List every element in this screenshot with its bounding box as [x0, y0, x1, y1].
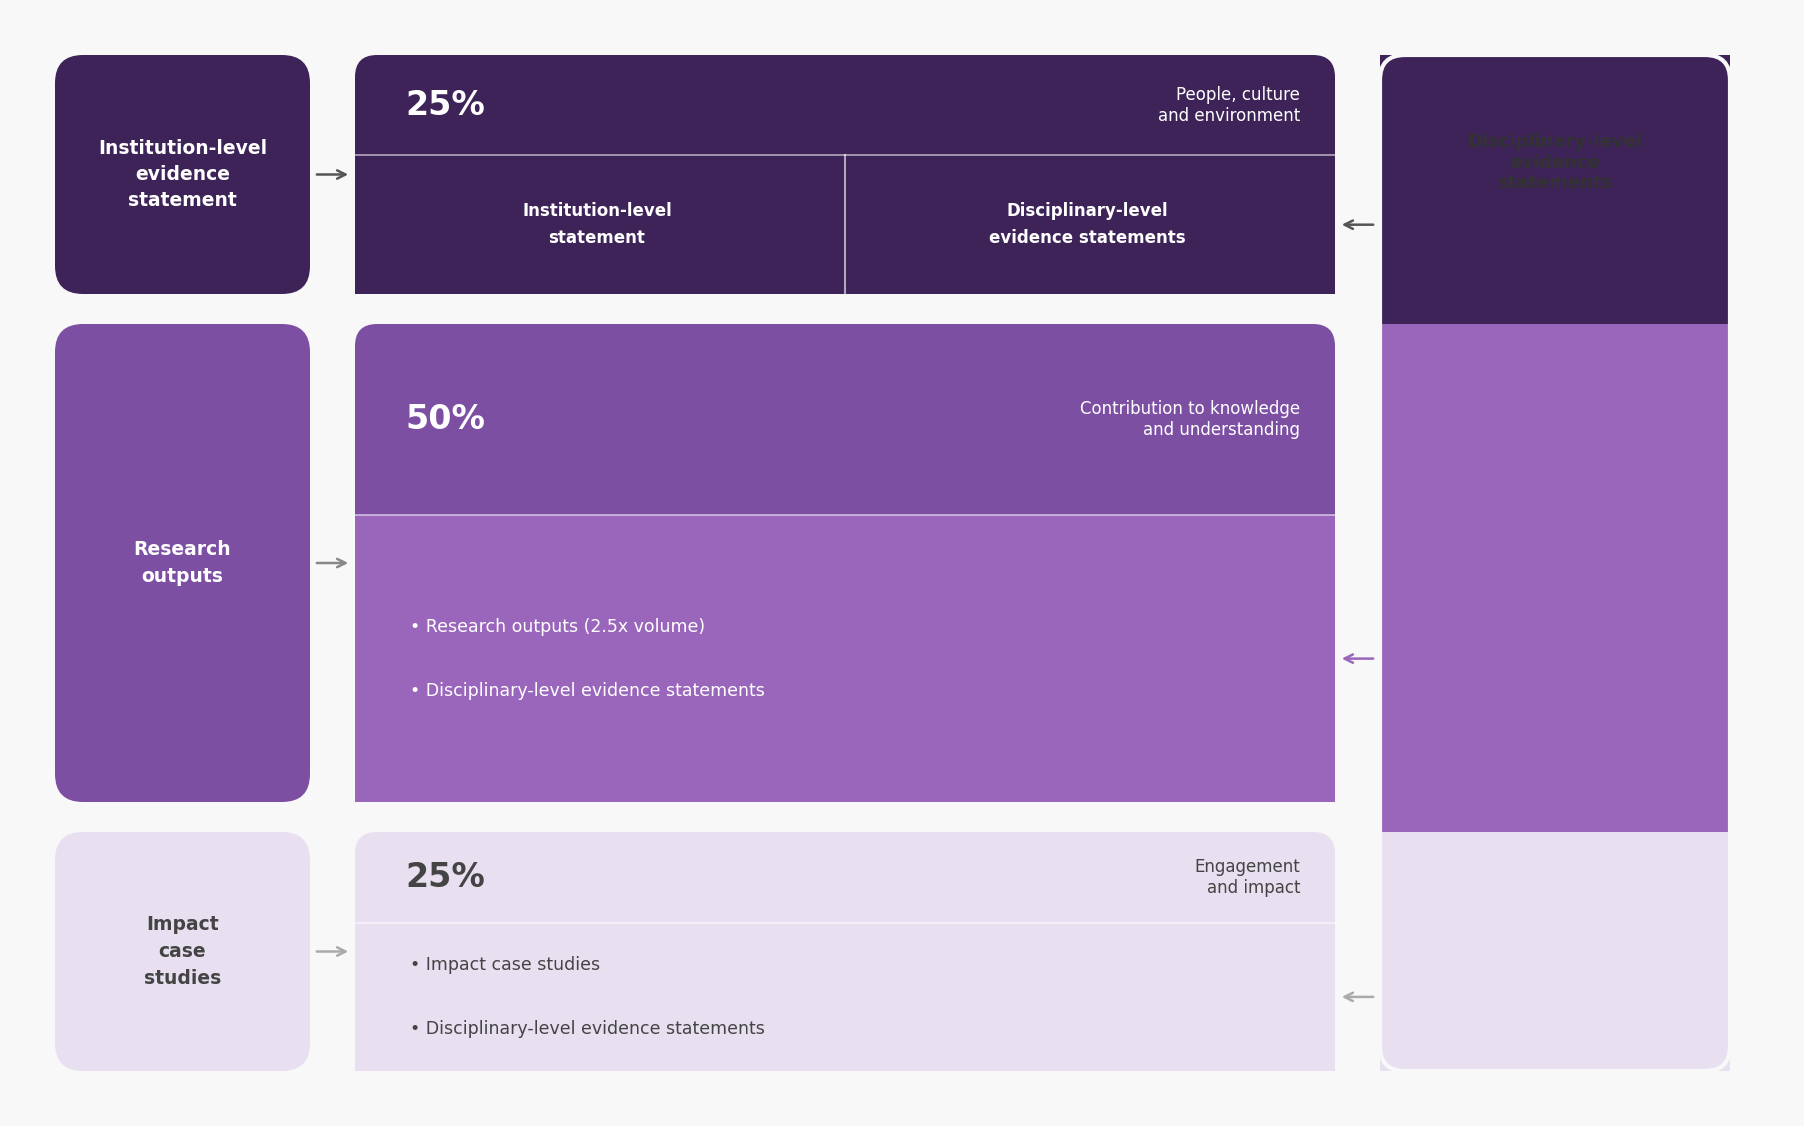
- Bar: [355, 516, 1335, 537]
- FancyBboxPatch shape: [54, 324, 310, 802]
- Text: Institution-level
evidence
statement: Institution-level evidence statement: [97, 138, 267, 211]
- FancyBboxPatch shape: [355, 55, 1335, 294]
- Bar: [1380, 55, 1730, 324]
- FancyBboxPatch shape: [355, 516, 1335, 802]
- Text: Disciplinary-level
evidence statements: Disciplinary-level evidence statements: [989, 203, 1185, 247]
- Text: 50%: 50%: [406, 403, 485, 436]
- Text: • Impact case studies

• Disciplinary-level evidence statements: • Impact case studies • Disciplinary-lev…: [410, 956, 765, 1038]
- FancyBboxPatch shape: [54, 832, 310, 1071]
- Text: Contribution to knowledge
and understanding: Contribution to knowledge and understand…: [1081, 400, 1301, 439]
- Bar: [355, 155, 1335, 294]
- Bar: [355, 516, 1335, 802]
- FancyBboxPatch shape: [54, 55, 310, 294]
- Text: Disciplinary-level
evidence
statements: Disciplinary-level evidence statements: [1467, 133, 1642, 193]
- Text: Engagement
and impact: Engagement and impact: [1194, 858, 1301, 896]
- FancyBboxPatch shape: [355, 324, 1335, 802]
- Bar: [1380, 832, 1730, 1071]
- Text: • Research outputs (2.5x volume)

• Disciplinary-level evidence statements: • Research outputs (2.5x volume) • Disci…: [410, 617, 765, 699]
- Bar: [1380, 324, 1730, 832]
- Bar: [355, 923, 1335, 1071]
- Text: 25%: 25%: [406, 89, 485, 122]
- Text: Research
outputs: Research outputs: [133, 540, 231, 586]
- Text: Impact
case
studies: Impact case studies: [144, 915, 222, 988]
- Text: People, culture
and environment: People, culture and environment: [1158, 86, 1301, 125]
- Text: 25%: 25%: [406, 861, 485, 894]
- Text: Institution-level
statement: Institution-level statement: [521, 203, 671, 247]
- FancyBboxPatch shape: [355, 832, 1335, 1071]
